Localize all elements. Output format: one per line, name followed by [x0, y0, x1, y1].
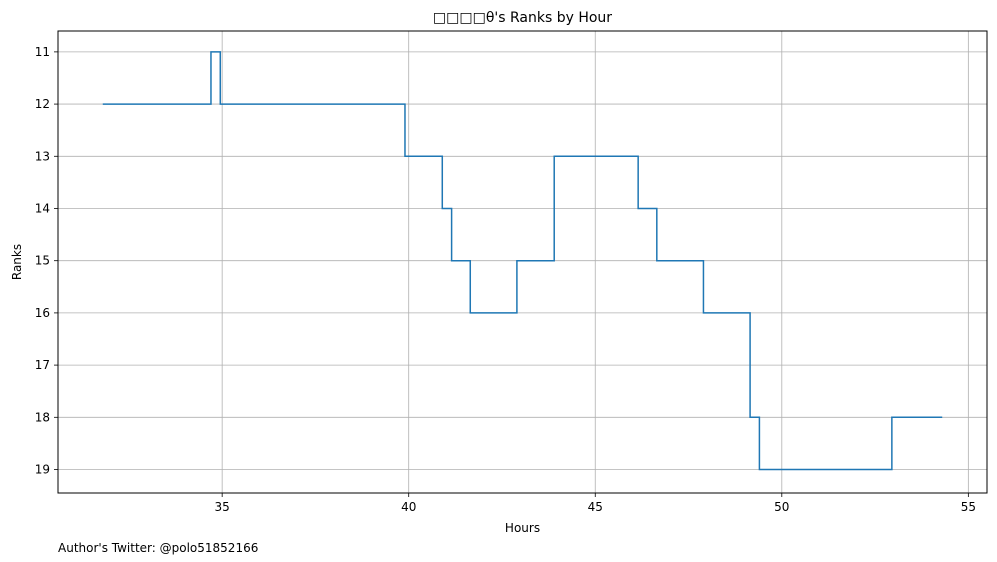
x-tick-label: 45 — [588, 500, 603, 514]
series-layer — [102, 51, 943, 471]
x-tick-label: 40 — [401, 500, 416, 514]
y-tick-label: 17 — [35, 358, 50, 372]
y-tick-label: 12 — [35, 97, 50, 111]
y-tick-label: 19 — [35, 463, 50, 477]
y-tick-label: 13 — [35, 149, 50, 163]
y-tick-label: 11 — [35, 45, 50, 59]
author-twitter-note: Author's Twitter: @polo51852166 — [58, 541, 258, 555]
x-tick-label: 35 — [215, 500, 230, 514]
series-line-0 — [102, 51, 943, 471]
y-tick-label: 18 — [35, 410, 50, 424]
y-tick-label: 14 — [35, 201, 50, 215]
grid — [58, 31, 987, 493]
y-axis-ticks: 11 12 13 14 15 16 17 18 19 — [35, 45, 58, 477]
y-tick-label: 16 — [35, 306, 50, 320]
x-axis-label: Hours — [505, 521, 540, 535]
y-tick-label: 15 — [35, 254, 50, 268]
y-axis-label: Ranks — [10, 244, 24, 280]
chart-title: □□□□θ's Ranks by Hour — [433, 10, 612, 26]
x-tick-label: 55 — [961, 500, 976, 514]
x-tick-label: 50 — [774, 500, 789, 514]
axes-frame — [57, 30, 988, 494]
x-axis-ticks: 35 40 45 50 55 — [215, 493, 976, 514]
